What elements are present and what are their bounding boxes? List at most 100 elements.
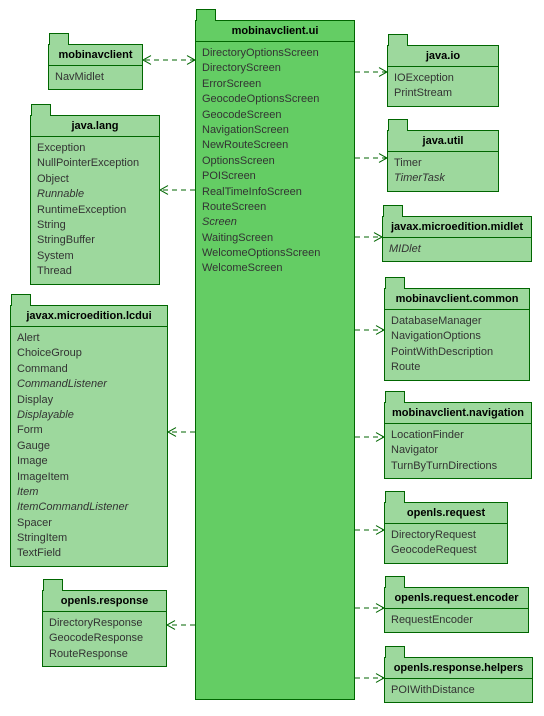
package-tab: [383, 205, 403, 217]
package-tab: [385, 391, 405, 403]
package-body: AlertChoiceGroupCommandCommandListenerDi…: [11, 327, 167, 566]
package-body: DirectoryResponseGeocodeResponseRouteRes…: [43, 612, 166, 666]
class-item: RequestEncoder: [391, 613, 522, 628]
class-item: OptionsScreen: [202, 154, 348, 169]
class-item: NullPointerException: [37, 156, 153, 171]
class-item: Exception: [37, 141, 153, 156]
class-item: ItemCommandListener: [17, 500, 161, 515]
package-tab: [196, 9, 216, 21]
package-tab: [31, 104, 51, 116]
class-item: RouteResponse: [49, 647, 160, 662]
class-item: TextField: [17, 546, 161, 561]
class-item: WelcomeOptionsScreen: [202, 246, 348, 261]
package-title: java.lang: [31, 116, 159, 137]
class-item: RouteScreen: [202, 200, 348, 215]
class-item: Timer: [394, 156, 492, 171]
class-item: TimerTask: [394, 171, 492, 186]
package-lcdui: javax.microedition.lcduiAlertChoiceGroup…: [10, 305, 168, 567]
class-item: NewRouteScreen: [202, 138, 348, 153]
package-central: mobinavclient.uiDirectoryOptionsScreenDi…: [195, 20, 355, 700]
package-tab: [11, 294, 31, 306]
package-body: RequestEncoder: [385, 609, 528, 632]
class-item: TurnByTurnDirections: [391, 459, 525, 474]
class-item: GeocodeScreen: [202, 108, 348, 123]
class-item: DirectoryRequest: [391, 528, 501, 543]
package-title: javax.microedition.lcdui: [11, 306, 167, 327]
package-navigation: mobinavclient.navigationLocationFinderNa…: [384, 402, 532, 479]
package-body: NavMidlet: [49, 66, 142, 89]
class-item: Form: [17, 423, 161, 438]
class-item: System: [37, 249, 153, 264]
package-title: mobinavclient.common: [385, 289, 529, 310]
class-item: NavigationOptions: [391, 329, 523, 344]
class-item: CommandListener: [17, 377, 161, 392]
class-item: DirectoryOptionsScreen: [202, 46, 348, 61]
package-body: DirectoryRequestGeocodeRequest: [385, 524, 507, 563]
package-title: mobinavclient.navigation: [385, 403, 531, 424]
class-item: LocationFinder: [391, 428, 525, 443]
class-item: Gauge: [17, 439, 161, 454]
package-title: java.util: [388, 131, 498, 152]
package-helpers: openls.response.helpersPOIWithDistance: [384, 657, 533, 703]
class-item: Alert: [17, 331, 161, 346]
class-item: GeocodeResponse: [49, 631, 160, 646]
class-item: Navigator: [391, 443, 525, 458]
package-title: openls.response: [43, 591, 166, 612]
class-item: StringItem: [17, 531, 161, 546]
package-tab: [385, 277, 405, 289]
class-item: PointWithDescription: [391, 345, 523, 360]
package-title: mobinavclient: [49, 45, 142, 66]
package-body: DatabaseManagerNavigationOptionsPointWit…: [385, 310, 529, 380]
class-item: DirectoryResponse: [49, 616, 160, 631]
package-body: ExceptionNullPointerExceptionObjectRunna…: [31, 137, 159, 284]
class-item: String: [37, 218, 153, 233]
package-title: javax.microedition.midlet: [383, 217, 531, 238]
class-item: Item: [17, 485, 161, 500]
package-body: LocationFinderNavigatorTurnByTurnDirecti…: [385, 424, 531, 478]
class-item: GeocodeRequest: [391, 543, 501, 558]
package-tab: [49, 33, 69, 45]
package-tab: [388, 34, 408, 46]
class-item: IOException: [394, 71, 492, 86]
package-tab: [388, 119, 408, 131]
class-item: NavigationScreen: [202, 123, 348, 138]
package-mobinavclient: mobinavclient NavMidlet: [48, 44, 143, 90]
package-tab: [385, 646, 405, 658]
package-tab: [385, 576, 405, 588]
package-encoder: openls.request.encoder RequestEncoder: [384, 587, 529, 633]
package-midlet: javax.microedition.midlet MIDlet: [382, 216, 532, 262]
class-item: Displayable: [17, 408, 161, 423]
class-item: Command: [17, 362, 161, 377]
class-item: POIScreen: [202, 169, 348, 184]
class-item: RuntimeException: [37, 203, 153, 218]
class-item: GeocodeOptionsScreen: [202, 92, 348, 107]
class-item: NavMidlet: [55, 70, 136, 85]
package-openls-response: openls.responseDirectoryResponseGeocodeR…: [42, 590, 167, 667]
class-item: MIDlet: [389, 242, 525, 257]
class-item: ChoiceGroup: [17, 346, 161, 361]
package-body: POIWithDistance: [385, 679, 532, 702]
class-item: DatabaseManager: [391, 314, 523, 329]
class-item: Object: [37, 172, 153, 187]
package-title: mobinavclient.ui: [196, 21, 354, 42]
package-tab: [385, 491, 405, 503]
class-item: Route: [391, 360, 523, 375]
class-item: DirectoryScreen: [202, 61, 348, 76]
package-body: DirectoryOptionsScreenDirectoryScreenErr…: [196, 42, 354, 281]
package-title: openls.response.helpers: [385, 658, 532, 679]
package-java-lang: java.langExceptionNullPointerExceptionOb…: [30, 115, 160, 285]
class-item: Runnable: [37, 187, 153, 202]
package-title: openls.request: [385, 503, 507, 524]
class-item: Display: [17, 393, 161, 408]
package-java-util: java.utilTimerTimerTask: [387, 130, 499, 192]
package-req: openls.requestDirectoryRequestGeocodeReq…: [384, 502, 508, 564]
package-body: TimerTimerTask: [388, 152, 498, 191]
package-body: MIDlet: [383, 238, 531, 261]
package-title: openls.request.encoder: [385, 588, 528, 609]
class-item: StringBuffer: [37, 233, 153, 248]
class-item: WelcomeScreen: [202, 261, 348, 276]
class-item: Image: [17, 454, 161, 469]
package-common: mobinavclient.commonDatabaseManagerNavig…: [384, 288, 530, 381]
class-item: ImageItem: [17, 470, 161, 485]
class-item: ErrorScreen: [202, 77, 348, 92]
